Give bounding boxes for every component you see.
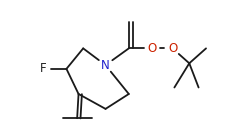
Text: F: F [40, 62, 46, 75]
Text: O: O [168, 42, 177, 55]
Text: O: O [147, 42, 157, 55]
Text: N: N [101, 59, 110, 72]
